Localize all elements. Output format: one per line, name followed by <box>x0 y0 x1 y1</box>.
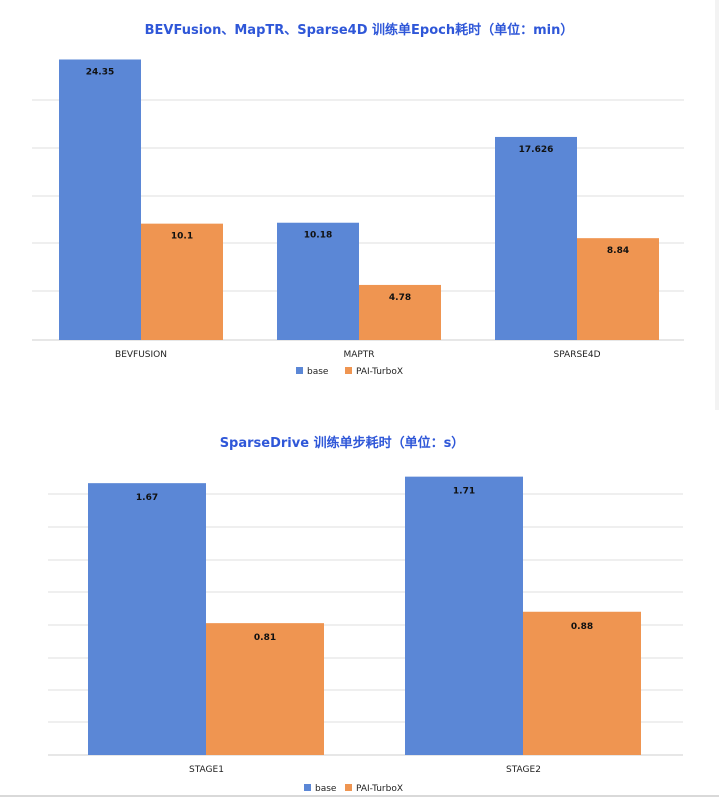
legend-swatch <box>345 367 352 374</box>
category-label: STAGE1 <box>189 765 224 775</box>
data-label: 10.1 <box>171 232 193 242</box>
category-label: BEVFUSION <box>115 350 167 360</box>
bar-base-stage1 <box>88 483 206 755</box>
data-label: 0.81 <box>254 633 276 643</box>
data-label: 8.84 <box>607 246 629 256</box>
legend-label: PAI-TurboX <box>356 367 403 377</box>
data-label: 10.18 <box>304 231 332 241</box>
bar-base-bevfusion <box>59 59 141 340</box>
bar-pai-turbox-stage1 <box>206 623 324 755</box>
chart-2-title: SparseDrive 训练单步耗时（单位：s） <box>220 435 465 451</box>
chart-1-title: BEVFusion、MapTR、Sparse4D 训练单Epoch耗时（单位：m… <box>145 22 574 38</box>
bar-pai-turbox-sparse4d <box>577 238 659 340</box>
legend-swatch <box>296 367 303 374</box>
bottom-border <box>0 795 719 797</box>
bar-pai-turbox-stage2 <box>523 611 641 755</box>
data-label: 1.71 <box>453 487 475 497</box>
right-edge-strip <box>715 0 719 410</box>
legend-label: PAI-TurboX <box>356 784 403 794</box>
category-label: MAPTR <box>343 350 374 360</box>
category-label: SPARSE4D <box>553 350 600 360</box>
bar-chart-2: 1.67 0.81 STAGE1 1.71 0.88 STAGE2 base PAI-Turb… <box>48 476 683 794</box>
bar-pai-turbox-maptr <box>359 284 441 340</box>
legend-label: base <box>315 784 337 794</box>
legend-swatch <box>345 784 352 791</box>
data-label: 1.67 <box>136 493 158 503</box>
data-label: 24.35 <box>86 67 114 77</box>
bar-pai-turbox-bevfusion <box>141 223 223 340</box>
data-label: 17.626 <box>519 145 554 155</box>
bar-base-sparse4d <box>495 136 577 340</box>
legend-swatch <box>304 784 311 791</box>
legend-label: base <box>307 367 329 377</box>
bar-base-stage2 <box>405 476 523 755</box>
data-label: 4.78 <box>389 293 411 303</box>
bar-chart-1: 24.35 10.1 BEVFUSION 10.18 4.78 MAPTR 17.626 8.… <box>32 59 684 377</box>
category-label: STAGE2 <box>506 765 541 775</box>
data-label: 0.88 <box>571 622 593 632</box>
bar-base-maptr <box>277 222 359 340</box>
